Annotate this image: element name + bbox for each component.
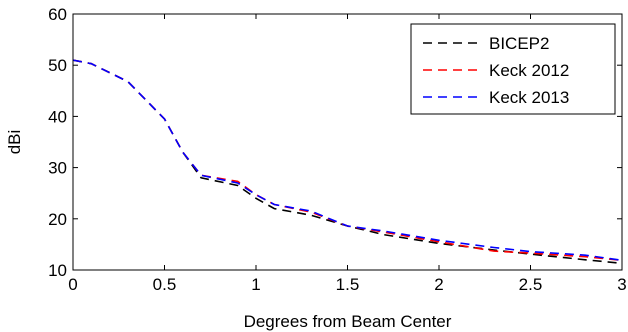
x-axis-ticks: 0 0.5 1 1.5 2 2.5 3 <box>68 14 627 294</box>
y-axis-label: dBi <box>5 130 24 155</box>
y-tick-label: 30 <box>48 159 67 178</box>
x-tick-label: 3 <box>617 275 626 294</box>
y-tick-label: 10 <box>48 261 67 280</box>
series-layer <box>72 59 623 265</box>
y-tick-label: 20 <box>48 210 67 229</box>
x-tick-label: 2.5 <box>519 275 543 294</box>
x-tick-label: 2 <box>434 275 443 294</box>
legend-label: BICEP2 <box>489 34 549 53</box>
x-tick-label: 1.5 <box>336 275 360 294</box>
legend-label: Keck 2012 <box>489 61 569 80</box>
y-tick-label: 60 <box>48 5 67 24</box>
y-tick-label: 50 <box>48 56 67 75</box>
y-tick-label: 40 <box>48 107 67 126</box>
series-line-keck-2013 <box>72 59 623 262</box>
x-tick-label: 1 <box>251 275 260 294</box>
y-axis-ticks: 10 20 30 40 50 60 <box>48 5 622 280</box>
legend-label: Keck 2013 <box>489 88 569 107</box>
legend: BICEP2 Keck 2012 Keck 2013 <box>410 23 616 115</box>
x-axis-label: Degrees from Beam Center <box>244 312 452 331</box>
x-tick-label: 0.5 <box>153 275 177 294</box>
x-tick-label: 0 <box>68 275 77 294</box>
legend-box <box>410 23 616 115</box>
